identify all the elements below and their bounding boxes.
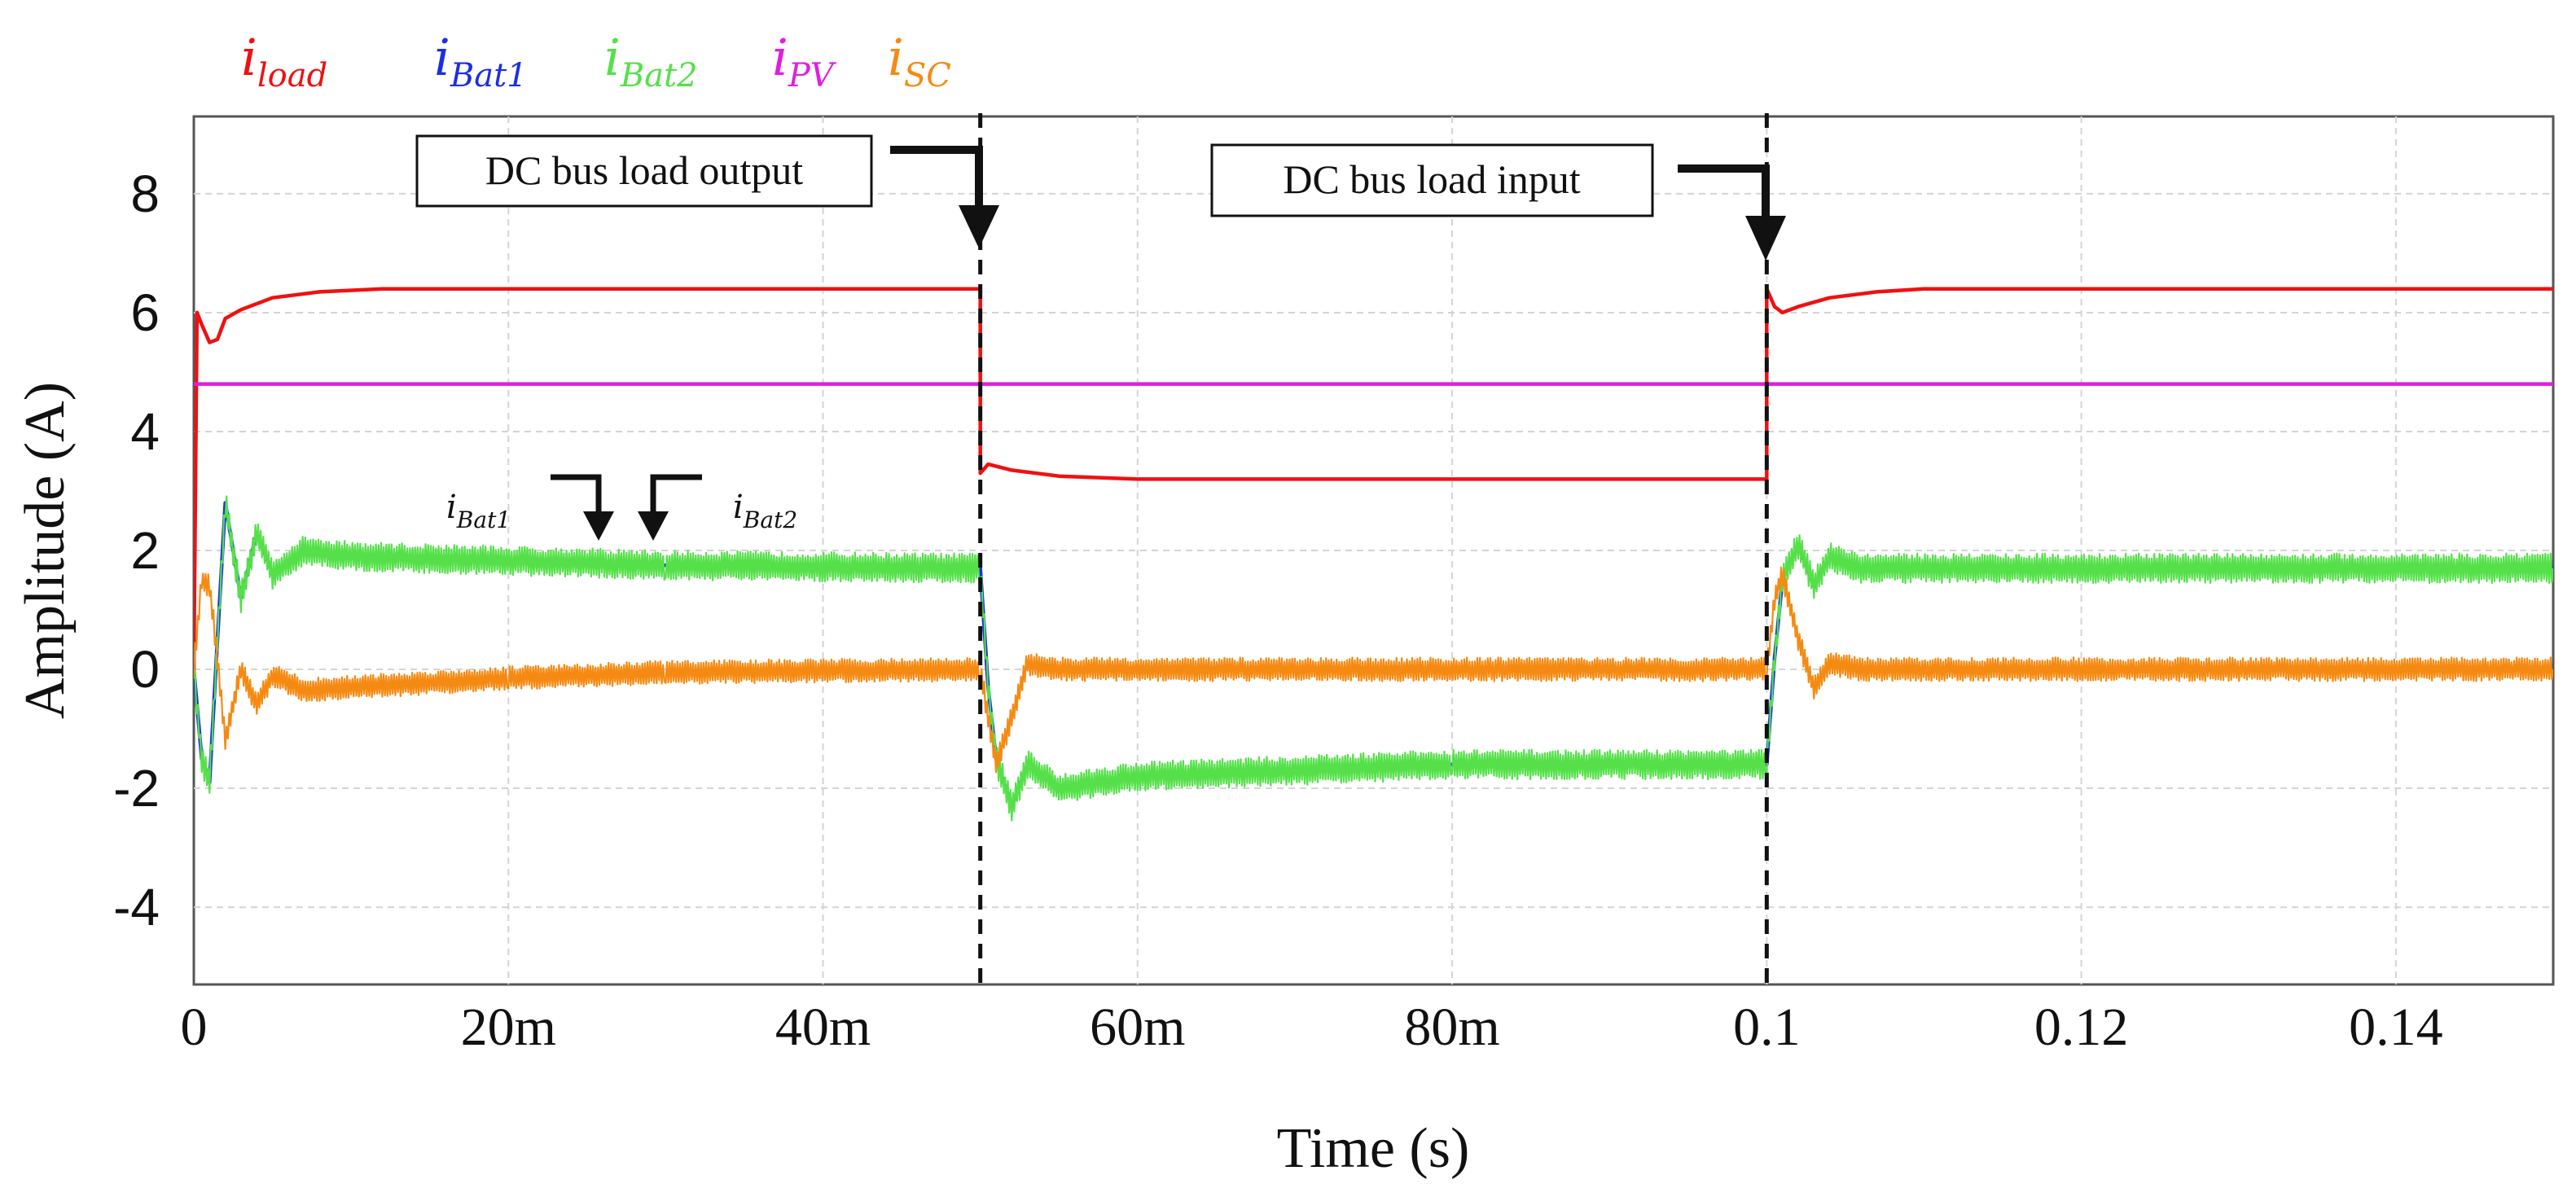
arrow-bat2	[650, 474, 702, 521]
legend-sub-sc: SC	[904, 57, 951, 94]
x-tick-label-5: 0.1	[1733, 998, 1801, 1057]
annotation-text-output: DC bus load output	[485, 147, 803, 193]
arrowhead-bat2-icon	[638, 511, 669, 541]
x-tick-label-2: 40m	[775, 998, 871, 1057]
legend-main-load: i	[241, 28, 257, 87]
arrow-bat1	[551, 474, 602, 521]
label-i-bat1-main: i	[446, 489, 457, 526]
x-axis-ticks: 0 20m 40m 60m 80m 0.1 0.12 0.14	[181, 998, 2443, 1057]
y-axis-ticks: 8 6 4 2 0 -2 -4	[113, 164, 160, 936]
arrowhead-output-icon	[959, 205, 999, 248]
label-i-bat2-main: i	[733, 489, 744, 526]
x-tick-label-3: 60m	[1090, 998, 1185, 1057]
x-tick-label-4: 80m	[1404, 998, 1499, 1057]
arrowhead-input-icon	[1745, 216, 1786, 261]
y-tick-label-1: 6	[130, 283, 160, 342]
legend-entry-bat2: iBat2	[604, 28, 698, 94]
legend-main-bat2: i	[604, 28, 621, 87]
legend-main-sc: i	[888, 28, 904, 87]
series-line-i-bat2	[194, 495, 2553, 822]
annotation-battery-labels: iBat1 iBat2	[446, 474, 797, 541]
annotation-text-input: DC bus load input	[1283, 156, 1580, 202]
legend-entry-bat1: iBat1	[434, 28, 528, 94]
annotation-box-output	[415, 134, 873, 208]
legend-entry-sc: iSC	[888, 28, 951, 94]
label-i-bat2-sub: Bat2	[743, 506, 797, 533]
x-tick-label-0: 0	[181, 998, 208, 1057]
label-i-bat1-sub: Bat1	[456, 506, 511, 533]
y-tick-label-2: 4	[130, 402, 160, 461]
label-i-bat2: iBat2	[733, 489, 797, 533]
legend-sub-bat1: Bat1	[450, 57, 528, 94]
legend-sub-pv: PV	[788, 57, 837, 94]
x-tick-label-1: 20m	[461, 998, 556, 1057]
legend-sub-bat2: Bat2	[620, 57, 698, 94]
y-tick-label-3: 2	[130, 521, 160, 580]
series-line-i-sc	[194, 566, 2553, 774]
y-tick-label-6: -4	[113, 878, 160, 936]
legend-sub-load: load	[257, 57, 327, 94]
arrow-input	[1678, 164, 1770, 224]
y-tick-label-5: -2	[113, 759, 160, 818]
x-tick-label-6: 0.12	[2034, 998, 2129, 1057]
legend: iload iBat1 iBat2 iPV iSC	[241, 28, 951, 94]
annotation-box-input	[1210, 143, 1654, 217]
y-tick-label-4: 0	[130, 640, 160, 699]
y-tick-label-0: 8	[130, 164, 160, 223]
annotation-load-output: DC bus load output	[415, 134, 999, 248]
legend-entry-pv: iPV	[772, 28, 837, 94]
label-i-bat1: iBat1	[446, 489, 511, 533]
series-layer	[194, 287, 2553, 822]
arrow-output	[890, 146, 983, 213]
x-tick-label-7: 0.14	[2349, 998, 2443, 1057]
series-line-i-load	[194, 287, 2553, 670]
legend-entry-load: iload	[241, 28, 327, 94]
legend-main-pv: i	[772, 28, 788, 87]
y-axis-title: Amplitude (A)	[14, 382, 77, 719]
annotation-load-input: DC bus load input	[1210, 143, 1786, 261]
x-axis-title: Time (s)	[1277, 1117, 1470, 1180]
arrowhead-bat1-icon	[583, 511, 614, 541]
legend-main-bat1: i	[434, 28, 450, 87]
